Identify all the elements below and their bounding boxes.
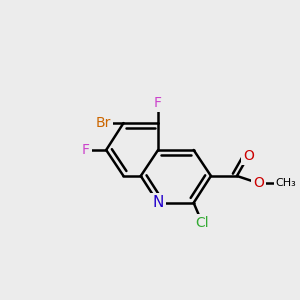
Text: F: F — [154, 96, 162, 110]
Text: CH₃: CH₃ — [276, 178, 297, 188]
Text: O: O — [253, 176, 264, 190]
Text: F: F — [82, 143, 90, 157]
Text: Cl: Cl — [196, 216, 209, 230]
Text: N: N — [152, 195, 164, 210]
Text: O: O — [243, 149, 254, 163]
Text: Br: Br — [96, 116, 111, 130]
